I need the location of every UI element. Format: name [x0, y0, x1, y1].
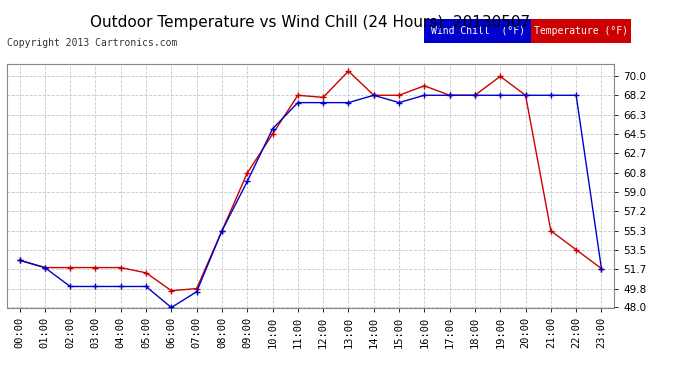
Text: Wind Chill  (°F): Wind Chill (°F): [431, 26, 525, 36]
Text: Outdoor Temperature vs Wind Chill (24 Hours)  20130507: Outdoor Temperature vs Wind Chill (24 Ho…: [90, 15, 531, 30]
Text: Copyright 2013 Cartronics.com: Copyright 2013 Cartronics.com: [7, 38, 177, 48]
Text: Temperature (°F): Temperature (°F): [534, 26, 629, 36]
